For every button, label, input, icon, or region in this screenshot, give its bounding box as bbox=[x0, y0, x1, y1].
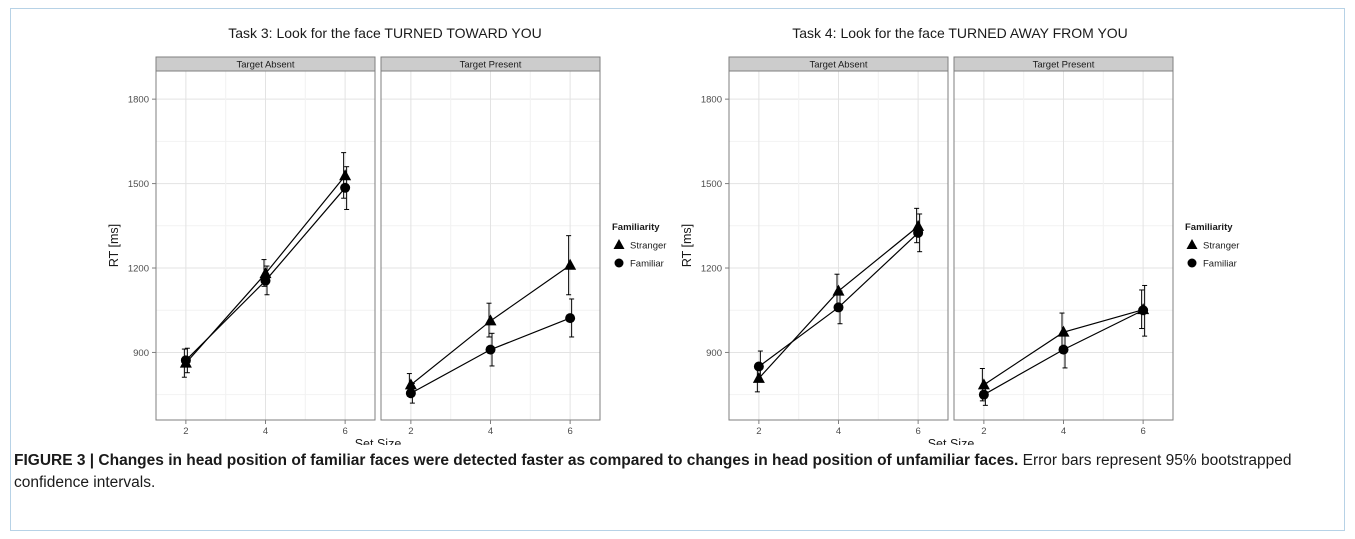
y-tick-label: 1800 bbox=[701, 95, 722, 106]
facet-label: Target Absent bbox=[809, 60, 867, 71]
legend-entry-label: Stranger bbox=[630, 241, 666, 252]
chart-title: Task 3: Look for the face TURNED TOWARD … bbox=[228, 25, 542, 41]
data-point-triangle bbox=[339, 169, 352, 181]
x-tick-label: 6 bbox=[1140, 426, 1145, 437]
facet-label: Target Present bbox=[1033, 60, 1095, 71]
data-point-triangle bbox=[484, 314, 497, 326]
series-familiar bbox=[405, 298, 576, 404]
data-point-circle bbox=[1058, 344, 1069, 355]
legend-key-triangle bbox=[613, 239, 625, 249]
data-point-circle bbox=[1138, 305, 1149, 316]
data-point-circle bbox=[913, 227, 924, 238]
data-point-circle bbox=[565, 313, 576, 324]
x-tick-label: 2 bbox=[183, 426, 188, 437]
legend-key-circle bbox=[614, 258, 624, 268]
legend-key-circle bbox=[1187, 258, 1197, 268]
legend-title: Familiarity bbox=[612, 222, 660, 233]
caption-rest: Error bars represent 95% bootstrapped co… bbox=[14, 452, 1292, 491]
data-point-triangle bbox=[912, 219, 925, 231]
facet-panel: Target Absent 2 4 6 bbox=[155, 56, 376, 437]
y-tick-label: 1500 bbox=[701, 179, 722, 190]
legend-title: Familiarity bbox=[1185, 222, 1233, 233]
y-axis-label: RT [ms] bbox=[107, 224, 121, 267]
figure-caption: FIGURE 3 | Changes in head position of f… bbox=[14, 450, 1334, 494]
y-tick-label: 900 bbox=[133, 348, 149, 359]
data-point-triangle bbox=[832, 284, 845, 296]
data-point-triangle bbox=[977, 378, 990, 390]
x-tick-label: 4 bbox=[1061, 426, 1066, 437]
caption-bold: FIGURE 3 | Changes in head position of f… bbox=[14, 452, 1019, 469]
series-stranger bbox=[404, 235, 577, 397]
facet-label: Target Present bbox=[460, 60, 522, 71]
chart-2: Task 4: Look for the face TURNED AWAY FR… bbox=[680, 25, 1239, 445]
x-tick-label: 4 bbox=[263, 426, 268, 437]
x-tick-label: 2 bbox=[408, 426, 413, 437]
x-tick-label: 6 bbox=[915, 426, 920, 437]
legend-entry-label: Familiar bbox=[1203, 259, 1237, 270]
data-point-circle bbox=[405, 388, 416, 399]
facet-panel: Target Present 2 4 6 bbox=[953, 56, 1174, 437]
chart-title: Task 4: Look for the face TURNED AWAY FR… bbox=[792, 25, 1128, 41]
legend-entry-label: Stranger bbox=[1203, 241, 1239, 252]
data-point-circle bbox=[978, 389, 989, 400]
x-tick-label: 2 bbox=[756, 426, 761, 437]
legend-entry-label: Familiar bbox=[630, 259, 664, 270]
facet-panel: Target Absent 2 4 6 bbox=[728, 56, 949, 437]
data-point-circle bbox=[753, 361, 764, 372]
x-tick-label: 4 bbox=[488, 426, 493, 437]
data-point-triangle bbox=[259, 267, 272, 279]
data-point-circle bbox=[833, 302, 844, 313]
data-point-circle bbox=[340, 182, 351, 193]
y-tick-label: 1200 bbox=[701, 264, 722, 275]
x-tick-label: 4 bbox=[836, 426, 841, 437]
x-tick-label: 2 bbox=[981, 426, 986, 437]
y-tick-label: 1500 bbox=[128, 179, 149, 190]
series-familiar bbox=[753, 213, 924, 382]
x-tick-label: 6 bbox=[567, 426, 572, 437]
x-axis-label: Set Size bbox=[355, 437, 402, 445]
data-point-circle bbox=[260, 275, 271, 286]
facet-panel: Target Present 2 4 6 bbox=[380, 56, 601, 437]
chart-1: Task 3: Look for the face TURNED TOWARD … bbox=[107, 25, 666, 445]
y-tick-label: 1200 bbox=[128, 264, 149, 275]
y-axis-label: RT [ms] bbox=[680, 224, 694, 267]
data-point-circle bbox=[485, 344, 496, 355]
series-familiar bbox=[180, 166, 351, 374]
x-tick-label: 6 bbox=[342, 426, 347, 437]
x-axis-label: Set Size bbox=[928, 437, 975, 445]
data-point-triangle bbox=[752, 371, 765, 383]
legend: Familiarity Stranger Familiar bbox=[1185, 222, 1239, 270]
data-point-triangle bbox=[564, 258, 577, 270]
y-tick-label: 1800 bbox=[128, 95, 149, 106]
data-point-circle bbox=[180, 355, 191, 366]
series-familiar bbox=[978, 284, 1149, 406]
legend-key-triangle bbox=[1186, 239, 1198, 249]
figure-charts: Task 3: Look for the face TURNED TOWARD … bbox=[107, 25, 1239, 445]
facet-label: Target Absent bbox=[236, 60, 294, 71]
y-tick-label: 900 bbox=[706, 348, 722, 359]
legend: Familiarity Stranger Familiar bbox=[612, 222, 666, 270]
